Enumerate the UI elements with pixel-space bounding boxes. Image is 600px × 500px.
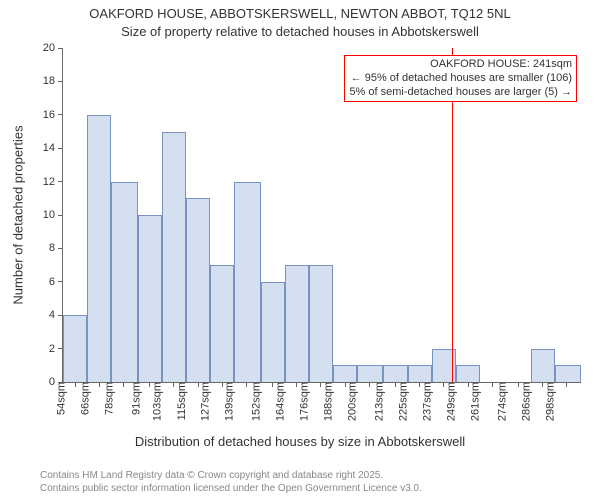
attribution: Contains HM Land Registry data © Crown c…: [40, 470, 422, 495]
histogram-bar: [234, 182, 260, 382]
xtick-label: 54sqm: [50, 382, 68, 415]
xtick-label: 66sqm: [74, 382, 92, 415]
annotation-line: 5% of semi-detached houses are larger (5…: [349, 86, 572, 100]
xtick-label: 213sqm: [367, 382, 385, 421]
histogram-bar: [555, 365, 581, 382]
histogram-bar: [111, 182, 137, 382]
xtick-label: 274sqm: [490, 382, 508, 421]
attribution-line: Contains public sector information licen…: [40, 483, 422, 496]
ytick-label: 6: [49, 276, 63, 288]
ytick-label: 2: [49, 343, 63, 355]
ytick-label: 12: [43, 176, 63, 188]
histogram-bar: [357, 365, 383, 382]
xtick-label: 139sqm: [218, 382, 236, 421]
histogram-bar: [456, 365, 480, 382]
histogram-bar: [138, 215, 162, 382]
y-axis-label: Number of detached properties: [11, 125, 26, 304]
histogram-bar: [63, 315, 87, 382]
xtick-label: 164sqm: [268, 382, 286, 421]
xtick-label: 225sqm: [391, 382, 409, 421]
annotation-line: ← 95% of detached houses are smaller (10…: [349, 72, 572, 86]
xtick-label: 249sqm: [440, 382, 458, 421]
xtick-label: 298sqm: [538, 382, 556, 421]
histogram-bar: [285, 265, 309, 382]
histogram-bar: [261, 282, 285, 382]
xtick-label: 115sqm: [170, 382, 188, 420]
plot-area: OAKFORD HOUSE: 241sqm← 95% of detached h…: [62, 48, 581, 383]
xtick-label: 176sqm: [292, 382, 310, 421]
annotation-line: OAKFORD HOUSE: 241sqm: [349, 58, 572, 72]
annotation-box: OAKFORD HOUSE: 241sqm← 95% of detached h…: [344, 55, 577, 102]
xtick-label: 200sqm: [341, 382, 359, 421]
ytick-label: 16: [43, 109, 63, 121]
xtick-label: 261sqm: [464, 382, 482, 421]
xtick-label: 237sqm: [415, 382, 433, 421]
chart-title-line1: OAKFORD HOUSE, ABBOTSKERSWELL, NEWTON AB…: [0, 6, 600, 21]
xtick-label: 127sqm: [194, 382, 212, 421]
xtick-label: 286sqm: [514, 382, 532, 421]
ytick-label: 4: [49, 309, 63, 321]
ytick-label: 20: [43, 42, 63, 54]
histogram-bar: [333, 365, 357, 382]
histogram-bar: [383, 365, 407, 382]
histogram-bar: [408, 365, 432, 382]
histogram-bar: [162, 132, 186, 383]
xtick-label: 103sqm: [145, 382, 163, 421]
ytick-label: 8: [49, 242, 63, 254]
ytick-label: 14: [43, 142, 63, 154]
histogram-bar: [186, 198, 210, 382]
xtick-label: 78sqm: [98, 382, 116, 415]
ytick-label: 10: [43, 209, 63, 221]
xtick-label: 91sqm: [124, 382, 142, 415]
ytick-label: 18: [43, 75, 63, 87]
histogram-bar: [210, 265, 234, 382]
xtick: [566, 382, 567, 387]
chart-container: { "chart": { "type": "histogram", "title…: [0, 0, 600, 500]
histogram-bar: [87, 115, 111, 382]
xtick-label: 188sqm: [317, 382, 335, 421]
x-axis-label: Distribution of detached houses by size …: [0, 434, 600, 449]
xtick-label: 152sqm: [244, 382, 262, 421]
chart-title-line2: Size of property relative to detached ho…: [0, 24, 600, 39]
histogram-bar: [531, 349, 555, 382]
histogram-bar: [309, 265, 333, 382]
attribution-line: Contains HM Land Registry data © Crown c…: [40, 470, 422, 483]
